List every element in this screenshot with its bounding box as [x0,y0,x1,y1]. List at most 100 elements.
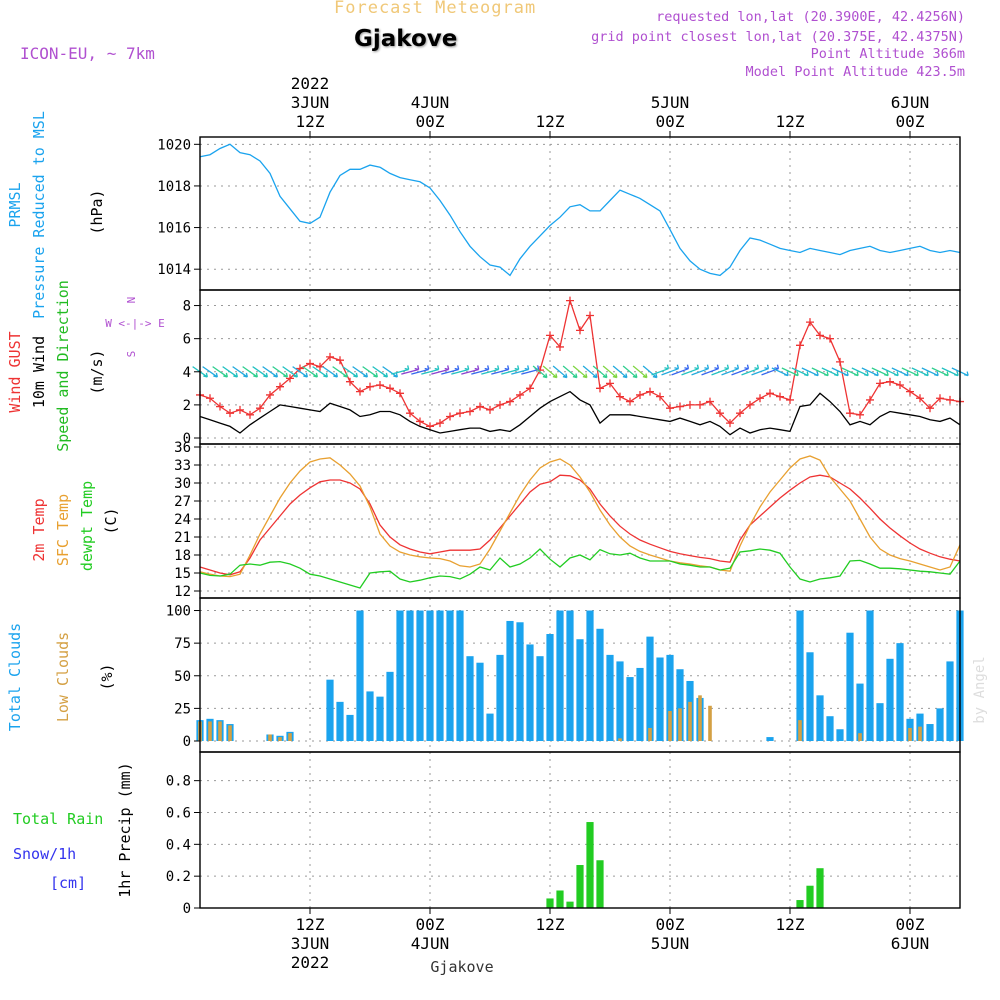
gust-marker [906,387,914,396]
wind-direction-arrow [312,366,329,378]
wind-direction-arrow [691,364,710,376]
total-cloud-bar [646,636,654,741]
gust-marker [466,407,474,416]
y-tick-label: 24 [174,512,191,528]
wind-direction-arrow [431,365,450,375]
wind-direction-arrow [821,367,839,377]
total-cloud-bar [416,610,424,741]
wind-direction-arrow [252,366,269,378]
total-cloud-bar [486,713,494,741]
bottom-time-label: 5JUN [651,934,690,953]
wind-direction-arrow [921,367,939,377]
total-rain-label: Total Rain [13,810,103,828]
y-tick-label: 100 [166,604,191,620]
gust-marker [626,397,634,406]
wind-direction-arrow [342,366,359,378]
gust-marker [436,419,444,428]
gust-marker [786,395,794,404]
gust-marker [776,392,784,401]
wind-direction-arrow [602,365,618,379]
compass-north: N [125,297,138,304]
bottom-time-label: 00Z [416,915,445,934]
top-time-label: 5JUN [651,93,690,112]
wind-direction-arrow [322,366,339,378]
wind-direction-arrow [861,367,879,377]
low-cloud-bar [208,721,212,741]
gust-marker [276,382,284,391]
low-cloud-bar [858,733,862,741]
total-cloud-bar [626,677,634,741]
rain-bar [596,860,604,908]
rain-bar [586,822,594,908]
gust-marker [386,384,394,393]
dewpt-temp-line [199,548,961,589]
wind-direction-arrow [552,365,568,379]
total-cloud-bar [336,701,344,741]
total-cloud-bar [436,610,444,741]
wind-direction-arrow [242,366,259,378]
rain-bar [556,890,564,908]
pressure-subtitle: Pressure Reduced to MSL [30,111,48,319]
wind-direction-arrow [262,366,279,378]
wind-direction-arrow [881,367,899,377]
pressure-frame [199,136,961,291]
gust-marker [866,395,874,404]
top-time-label: 4JUN [411,93,450,112]
bottom-time-label: 00Z [656,915,685,934]
gust-marker [796,341,804,350]
precip-frame [199,751,961,909]
gust-marker [666,404,674,413]
top-time-label: 3JUN [291,93,330,112]
gust-marker [616,392,624,401]
total-cloud-bar [806,652,814,741]
grid-point-coords: grid point closest lon,lat (20.375E, 42.… [591,29,965,45]
y-tick-label: 21 [174,530,191,546]
y-tick-label: 6 [183,332,191,348]
y-tick-label: 0.8 [166,774,191,790]
y-tick-label: 50 [174,669,191,685]
total-cloud-bar [376,696,384,741]
wind-unit: (m/s) [88,349,106,394]
low-cloud-bar [278,737,282,741]
gust-marker [676,402,684,411]
gust-marker [876,379,884,388]
2m-temp-line [199,474,961,576]
gust-marker [546,331,554,340]
gust-marker [766,389,774,398]
gust-marker [236,405,244,414]
total-cloud-bar [466,656,474,741]
wind-title: 10m Wind [30,336,48,408]
dewpt-title: dewpt Temp [78,481,96,571]
y-tick-label: 1016 [157,221,191,237]
gust-marker [586,311,594,320]
y-tick-label: 0 [183,431,191,447]
total-cloud-bar [796,610,804,741]
gust-marker [816,331,824,340]
gust-marker [736,409,744,418]
wind-direction-arrow [781,367,799,377]
bottom-time-label: 4JUN [411,934,450,953]
frame-layer [194,131,961,914]
top-time-label: 2022 [291,74,330,93]
wind-direction-arrow [421,365,440,375]
wind-direction-arrow [622,365,638,379]
gust-marker [476,402,484,411]
wind-direction-arrow [292,366,309,378]
y-tick-label: 36 [174,440,191,456]
wind-direction-arrow [212,366,229,378]
gust-marker [346,377,354,386]
y-tick-label: 1018 [157,179,191,195]
y-tick-label: 2 [183,398,191,414]
bottom-time-label: 6JUN [891,934,930,953]
gust-marker [606,379,614,388]
wind-direction-arrow [642,365,658,379]
total-cloud-bar [586,610,594,741]
gust-marker [556,342,564,351]
rain-bar [566,901,574,908]
wind-direction-arrow [372,366,389,378]
wind-direction-arrow [791,367,809,377]
total-cloud-bar [846,632,854,741]
wind-direction-arrow [941,367,959,377]
total-cloud-bar [536,656,544,741]
rain-bar [576,865,584,908]
